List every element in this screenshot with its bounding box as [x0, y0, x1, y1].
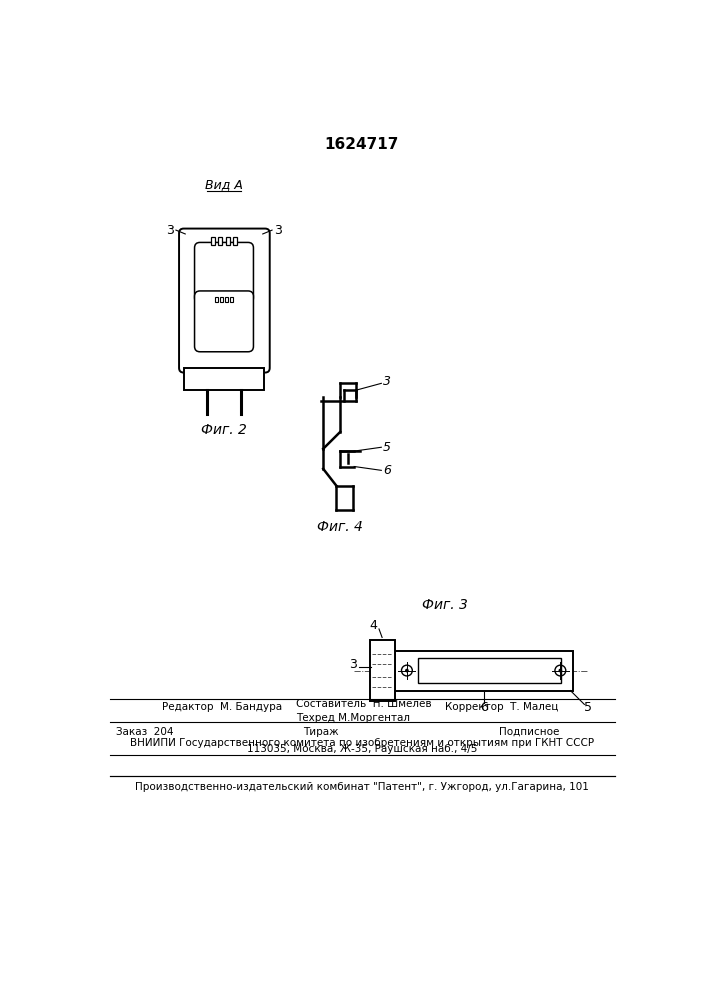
- Text: 3: 3: [166, 224, 174, 237]
- Text: Корректор  Т. Малец: Корректор Т. Малец: [445, 702, 559, 712]
- Text: Техред М.Моргентал: Техред М.Моргентал: [296, 713, 410, 723]
- Bar: [418, 658, 561, 683]
- Bar: [218, 237, 223, 245]
- Text: 3: 3: [349, 658, 356, 671]
- Text: 5: 5: [584, 701, 592, 714]
- Text: 5: 5: [383, 441, 391, 454]
- Text: Фиг. 4: Фиг. 4: [317, 520, 363, 534]
- Text: 113035, Москва, Ж-35, Раушская наб., 4/5: 113035, Москва, Ж-35, Раушская наб., 4/5: [247, 744, 477, 754]
- Bar: [370, 640, 395, 701]
- Bar: [215, 297, 218, 302]
- Text: Вид А: Вид А: [205, 178, 243, 191]
- Bar: [184, 368, 264, 389]
- Bar: [226, 237, 230, 245]
- Text: 4: 4: [370, 619, 378, 632]
- Text: Подписное: Подписное: [499, 727, 559, 737]
- FancyBboxPatch shape: [194, 291, 253, 352]
- Text: 1624717: 1624717: [325, 137, 399, 152]
- Bar: [395, 651, 573, 691]
- FancyBboxPatch shape: [179, 229, 270, 373]
- Text: Редактор  М. Бандура: Редактор М. Бандура: [162, 702, 282, 712]
- Text: Производственно-издательский комбинат "Патент", г. Ужгород, ул.Гагарина, 101: Производственно-издательский комбинат "П…: [135, 782, 589, 792]
- Circle shape: [406, 669, 408, 672]
- Text: 3: 3: [274, 224, 282, 237]
- Bar: [211, 237, 216, 245]
- Text: Составитель  Н. Шмелев: Составитель Н. Шмелев: [296, 699, 432, 709]
- Text: Фиг. 3: Фиг. 3: [422, 598, 468, 612]
- Text: 6: 6: [383, 464, 391, 477]
- Bar: [225, 297, 228, 302]
- Text: Фиг. 2: Фиг. 2: [201, 423, 247, 437]
- Text: Заказ  204: Заказ 204: [115, 727, 173, 737]
- Bar: [233, 237, 237, 245]
- Bar: [230, 297, 233, 302]
- Text: 3: 3: [383, 375, 391, 388]
- Circle shape: [559, 669, 561, 672]
- Text: 6: 6: [479, 701, 488, 714]
- Text: ВНИИПИ Государственного комитета по изобретениям и открытиям при ГКНТ СССР: ВНИИПИ Государственного комитета по изоб…: [130, 738, 594, 748]
- FancyBboxPatch shape: [194, 242, 253, 303]
- Text: Тираж: Тираж: [303, 727, 339, 737]
- Bar: [220, 297, 223, 302]
